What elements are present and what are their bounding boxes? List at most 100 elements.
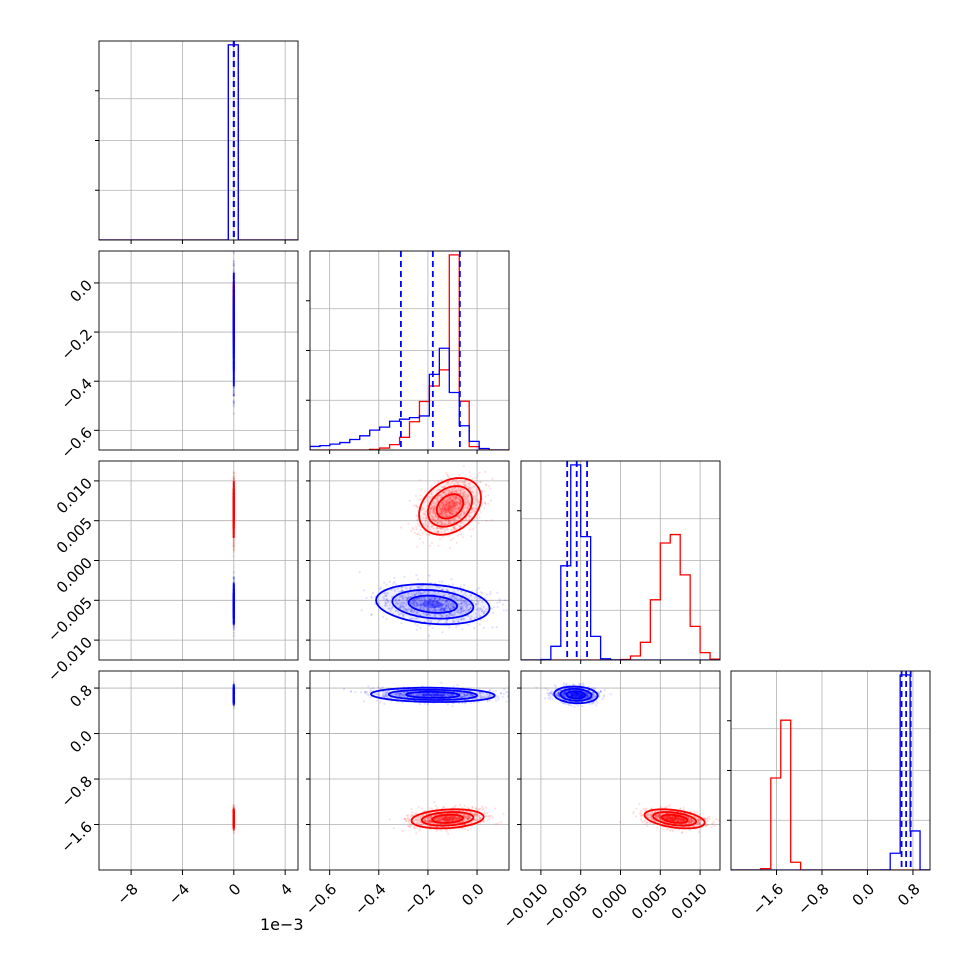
scatter-point	[232, 472, 235, 475]
histogram-red-3	[731, 719, 930, 870]
scatter-point	[232, 477, 235, 480]
scatter-point	[232, 538, 235, 541]
scatter-point	[232, 580, 235, 583]
scatter-point	[232, 626, 235, 629]
scatter-point	[232, 476, 235, 479]
scatter-point	[232, 265, 235, 268]
marginal-panel-0	[99, 41, 298, 240]
scatter-point	[232, 577, 235, 580]
scatter-point	[232, 393, 235, 396]
scatter-point	[232, 828, 235, 831]
scatter-point	[232, 829, 235, 832]
scatter-point	[232, 474, 235, 477]
scatter-point	[232, 546, 235, 549]
scatter-point	[232, 412, 235, 415]
scatter-point	[232, 477, 235, 480]
scatter-point	[232, 393, 235, 396]
scatter-point	[232, 400, 235, 403]
scatter-point	[232, 405, 235, 408]
scatter-point	[232, 804, 235, 807]
scatter-point	[232, 394, 235, 397]
scatter-point	[232, 400, 235, 403]
scatter-point	[232, 389, 235, 392]
histogram-blue-2	[521, 464, 720, 660]
scatter-point	[232, 271, 235, 274]
scatter-point	[232, 582, 235, 585]
scatter-point	[232, 576, 235, 580]
scatter-point	[232, 547, 235, 551]
scatter-point	[232, 389, 235, 392]
scatter-point	[232, 267, 235, 270]
scatter-point	[232, 387, 235, 390]
scatter-point	[232, 831, 235, 834]
scatter-point	[232, 391, 235, 394]
scatter-point	[232, 582, 235, 585]
scatter-point	[232, 550, 235, 554]
scatter-point	[232, 386, 235, 389]
scatter-point	[232, 478, 235, 482]
histogram-red-1	[310, 254, 509, 450]
scatter-point	[232, 263, 235, 266]
scatter-point	[232, 549, 235, 552]
scatter-point	[232, 555, 235, 558]
scatter-point	[232, 582, 235, 585]
scatter-point	[232, 576, 235, 580]
scatter-point	[232, 571, 235, 574]
scatter-point	[232, 542, 235, 545]
scatter-point	[232, 394, 235, 397]
scatter-point	[232, 262, 235, 265]
scatter-point	[232, 544, 235, 547]
scatter-point	[232, 477, 235, 480]
scatter-point	[232, 634, 235, 638]
scatter-point	[232, 402, 235, 405]
scatter-point	[232, 581, 235, 584]
scatter-point	[232, 623, 235, 627]
scatter-point	[232, 543, 235, 546]
scatter-point	[232, 575, 235, 579]
scatter-point	[232, 628, 235, 632]
scatter-point	[232, 537, 235, 541]
marginal-panel-3	[731, 671, 930, 870]
scatter-point	[232, 264, 235, 267]
scatter-point	[232, 402, 235, 405]
scatter-point	[232, 624, 235, 627]
scatter-point	[232, 626, 235, 629]
scatter-point	[232, 544, 235, 547]
scatter-point	[232, 391, 235, 395]
joint-frame-0-1	[98, 250, 299, 451]
scatter-point	[232, 829, 235, 832]
scatter-point	[232, 477, 235, 480]
scatter-point	[232, 804, 235, 807]
scatter-point	[232, 399, 235, 402]
marginal-panel-1	[310, 251, 509, 450]
scatter-point	[232, 582, 235, 585]
joint-panel-0-2	[99, 461, 298, 660]
scatter-point	[232, 545, 235, 548]
scatter-point	[232, 625, 235, 629]
scatter-point	[232, 394, 235, 397]
scatter-point	[232, 537, 235, 540]
scatter-point	[232, 576, 235, 579]
scatter-point	[232, 545, 235, 548]
scatter-point	[232, 270, 235, 273]
scatter-point	[232, 624, 235, 627]
scatter-point	[232, 262, 235, 265]
scatter-point	[232, 578, 235, 581]
histogram-red-0	[99, 44, 298, 240]
histogram-red-2	[521, 533, 720, 660]
scatter-point	[232, 541, 235, 544]
joint-panel-0-3	[99, 671, 298, 870]
scatter-point	[232, 471, 235, 474]
scatter-point	[232, 576, 235, 579]
scatter-point	[232, 543, 235, 546]
scatter-point	[232, 581, 235, 585]
histogram-blue-0	[99, 44, 298, 240]
scatter-point	[232, 403, 235, 406]
scatter-point	[232, 548, 235, 552]
scatter-point	[232, 269, 235, 272]
scatter-point	[232, 260, 235, 263]
scatter-point	[232, 387, 235, 391]
scatter-point	[232, 475, 235, 478]
scatter-point	[232, 400, 235, 403]
